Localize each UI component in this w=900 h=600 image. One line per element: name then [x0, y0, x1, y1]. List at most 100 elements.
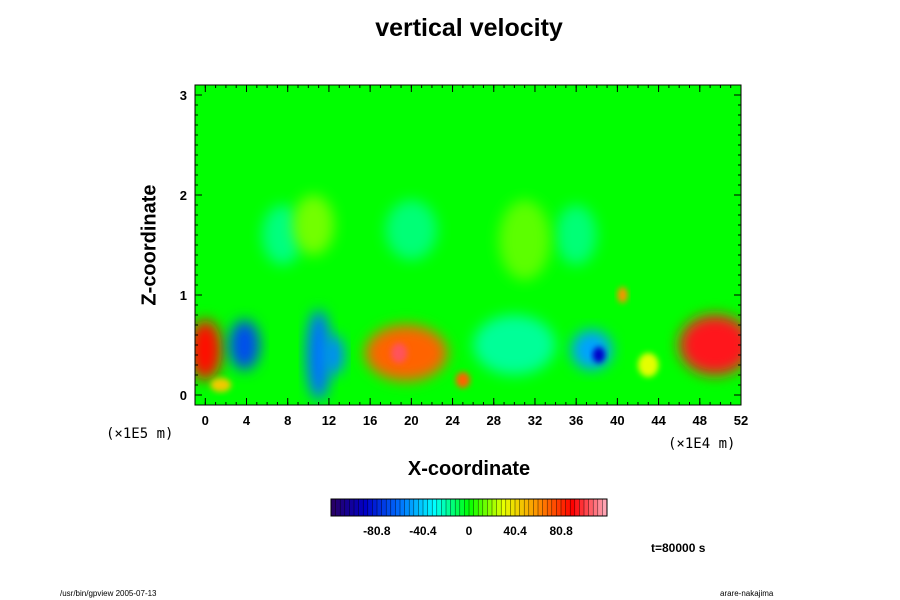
colorbar-cell [501, 499, 507, 516]
colorbar-cell [400, 499, 406, 516]
colorbar-cell [404, 499, 410, 516]
heatmap-feature [228, 320, 260, 370]
heatmap-feature [292, 195, 335, 255]
x-tick-label: 16 [363, 413, 377, 428]
colorbar-cell [492, 499, 498, 516]
colorbar-cell [524, 499, 530, 516]
colorbar-cell [409, 499, 415, 516]
colorbar-cell [473, 499, 479, 516]
heatmap-feature [455, 372, 471, 388]
x-tick-label: 32 [528, 413, 542, 428]
heatmap-feature [498, 200, 551, 280]
colorbar-cell [386, 499, 392, 516]
colorbar-cell [551, 499, 557, 516]
y-tick-label: 1 [180, 288, 187, 303]
colorbar-cell [349, 499, 355, 516]
x-unit-label: (×1E4 m) [668, 436, 736, 452]
colorbar-cell [464, 499, 470, 516]
colorbar-cell [547, 499, 553, 516]
colorbar-cell [459, 499, 465, 516]
colorbar-cell [565, 499, 571, 516]
x-tick-label: 12 [322, 413, 336, 428]
heatmap-features [195, 195, 741, 400]
colorbar: -80.8 -40.4 0 40.4 80.8 [330, 498, 608, 538]
heatmap-feature [323, 335, 345, 375]
colorbar-cell [487, 499, 493, 516]
x-tick-label: 44 [651, 413, 666, 428]
heatmap-feature [679, 315, 741, 375]
colorbar-cell [496, 499, 502, 516]
heatmap-feature [555, 205, 597, 265]
colorbar-cell [574, 499, 580, 516]
x-tick-label: 24 [445, 413, 460, 428]
x-axis-label: X-coordinate [407, 458, 531, 480]
colorbar-cell [367, 499, 373, 516]
colorbar-tick-label: 0 [466, 524, 473, 538]
colorbar-cell [602, 499, 608, 516]
colorbar-tick-label: 40.4 [503, 524, 527, 538]
colorbar-cell [561, 499, 567, 516]
colorbar-cell [510, 499, 516, 516]
colorbar-cell [354, 499, 360, 516]
colorbar-cell [358, 499, 364, 516]
colorbar-cell [597, 499, 603, 516]
colorbar-cell [436, 499, 442, 516]
colorbar-cell [418, 499, 424, 516]
colorbar-cell [450, 499, 456, 516]
colorbar-cell [556, 499, 562, 516]
x-tick-label: 48 [693, 413, 707, 428]
colorbar-cell [340, 499, 346, 516]
y-tick-label: 2 [180, 188, 187, 203]
colorbar-cell [423, 499, 429, 516]
colorbar-cell [505, 499, 511, 516]
footer-right-text: arare-nakajima [720, 589, 774, 598]
colorbar-tick-label: -80.8 [363, 524, 391, 538]
heatmap-feature [195, 320, 222, 380]
x-tick-label: 20 [404, 413, 418, 428]
colorbar-cell [395, 499, 401, 516]
x-tick-label: 0 [202, 413, 209, 428]
x-tick-label: 4 [243, 413, 251, 428]
colorbar-cell [593, 499, 599, 516]
heatmap-feature [473, 315, 556, 375]
colorbar-cell [331, 499, 337, 516]
y-tick-label: 3 [180, 88, 187, 103]
colorbar-cell [432, 499, 438, 516]
x-tick-label: 28 [487, 413, 501, 428]
heatmap-feature [261, 205, 304, 265]
heatmap-feature [390, 343, 408, 363]
colorbar-cell [588, 499, 594, 516]
colorbar-cell [579, 499, 585, 516]
x-tick-label: 52 [734, 413, 748, 428]
colorbar-frame [330, 498, 608, 517]
heatmap-feature [637, 353, 659, 377]
colorbar-cell [446, 499, 452, 516]
chart-title: vertical velocity [375, 14, 563, 42]
colorbar-cell [542, 499, 548, 516]
colorbar-cell [570, 499, 576, 516]
colorbar-cell [413, 499, 419, 516]
colorbar-cell [519, 499, 525, 516]
footer-left-text: /usr/bin/gpview 2005-07-13 [60, 589, 157, 598]
colorbar-cell [528, 499, 534, 516]
colorbar-cell [478, 499, 484, 516]
colorbar-cell [427, 499, 433, 516]
colorbar-tick-label: 80.8 [549, 524, 573, 538]
colorbar-cell [533, 499, 539, 516]
heatmap-feature [617, 287, 628, 303]
colorbar-cell [381, 499, 387, 516]
colorbar-cell [455, 499, 461, 516]
colorbar-cell [377, 499, 383, 516]
colorbar-cell [584, 499, 590, 516]
heatmap-feature [592, 347, 606, 363]
colorbar-cell [538, 499, 544, 516]
time-label: t=80000 s [651, 541, 706, 555]
colorbar-cell [372, 499, 378, 516]
colorbar-cell [469, 499, 475, 516]
colorbar-tick-label: -40.4 [409, 524, 437, 538]
colorbar-cell [390, 499, 396, 516]
colorbar-cell [515, 499, 521, 516]
colorbar-cell [363, 499, 369, 516]
x-tick-label: 8 [284, 413, 291, 428]
